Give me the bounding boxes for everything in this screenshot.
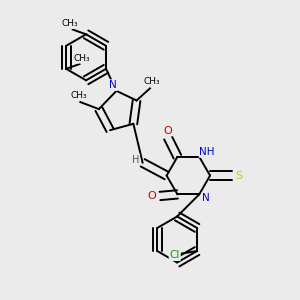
Text: CH₃: CH₃: [70, 91, 87, 100]
Text: CH₃: CH₃: [74, 54, 90, 63]
Text: NH: NH: [200, 147, 215, 157]
Text: CH₃: CH₃: [143, 77, 160, 86]
Text: N: N: [110, 80, 117, 90]
Text: N: N: [202, 193, 210, 202]
Text: S: S: [235, 171, 242, 181]
Text: O: O: [148, 191, 156, 201]
Text: H: H: [132, 154, 139, 165]
Text: Cl: Cl: [169, 250, 180, 260]
Text: O: O: [164, 125, 172, 136]
Text: CH₃: CH₃: [62, 19, 78, 28]
